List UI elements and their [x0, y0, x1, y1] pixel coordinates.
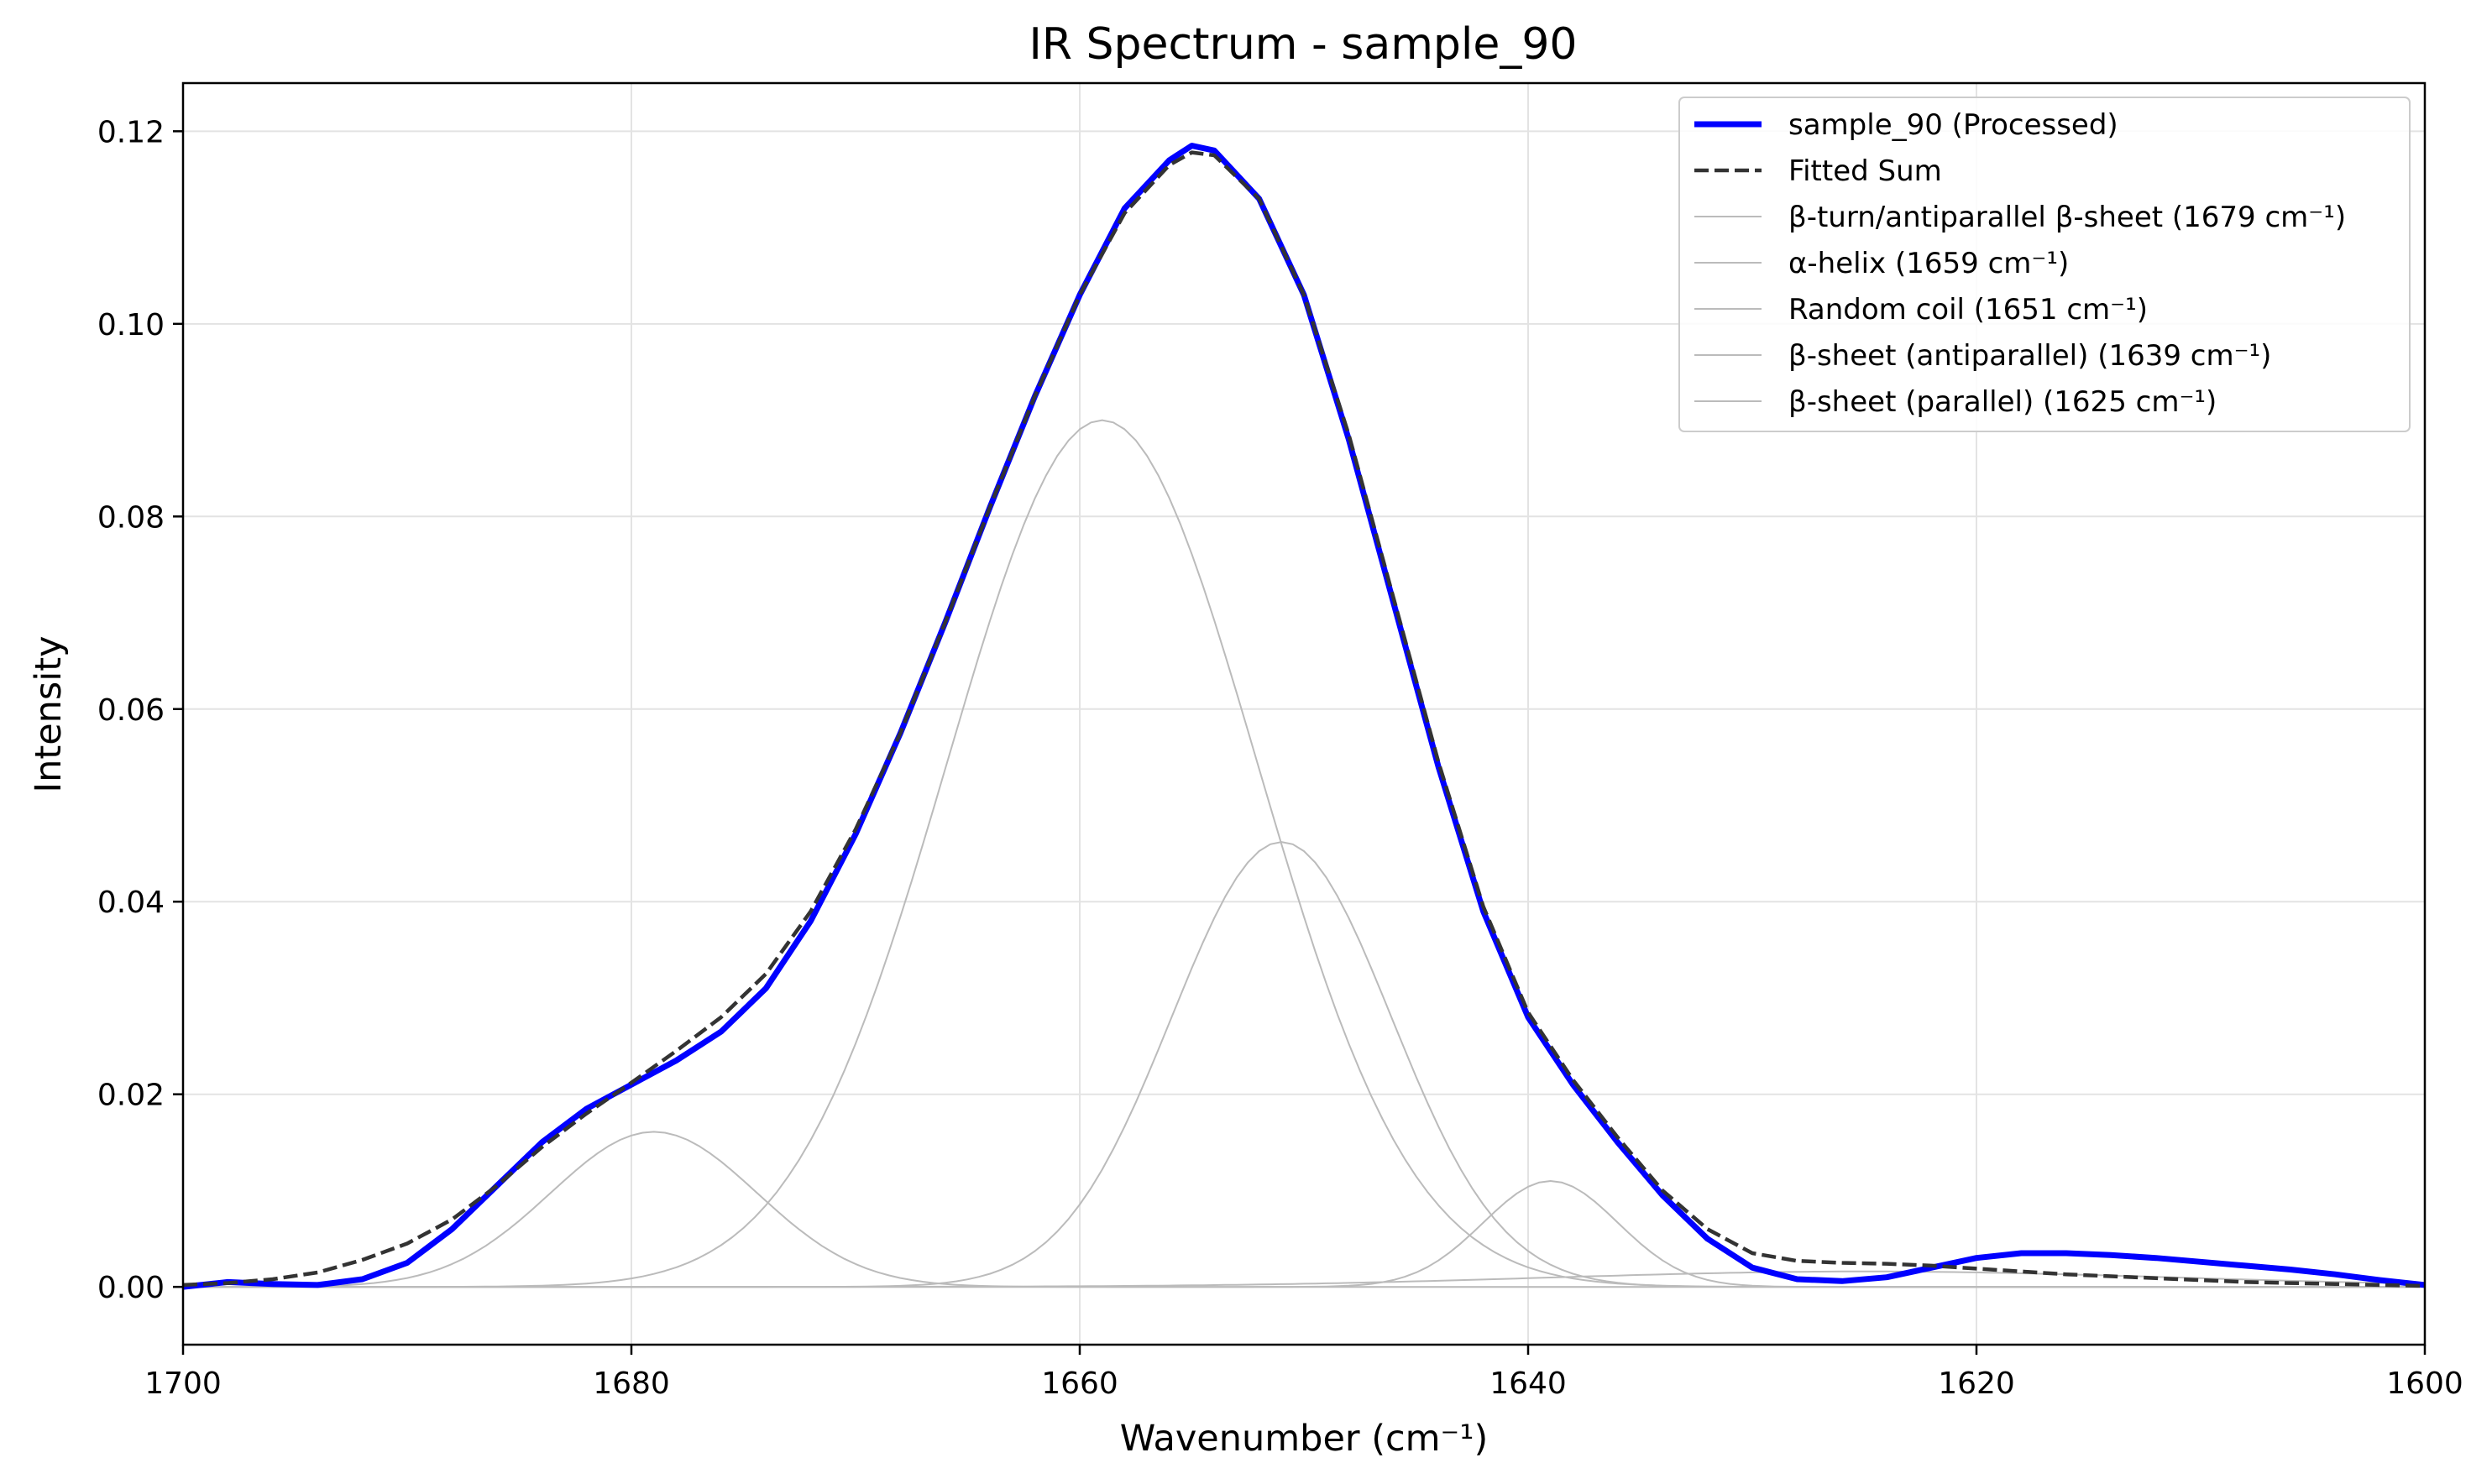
x-tick-label: 1660 — [1041, 1366, 1118, 1401]
legend-label: sample_90 (Processed) — [1788, 108, 2118, 142]
legend-label: β-turn/antiparallel β-sheet (1679 cm⁻¹) — [1788, 201, 2346, 234]
plot-frame — [181, 81, 2427, 1346]
legend-box — [1678, 97, 2411, 432]
legend-label: α-helix (1659 cm⁻¹) — [1788, 247, 2069, 280]
series-line-0 — [183, 143, 2425, 1290]
y-tick-label: 0.10 — [97, 308, 165, 342]
y-tick-label: 0.02 — [97, 1079, 165, 1113]
main-series — [183, 143, 2425, 1290]
x-axis-label: Wavenumber (cm⁻¹) — [1120, 1418, 1489, 1460]
series-line-1 — [183, 150, 2425, 1288]
y-tick-label: 0.08 — [97, 500, 165, 535]
x-tick-label: 1700 — [144, 1366, 222, 1401]
chart-title: IR Spectrum - sample_90 — [1029, 19, 1577, 70]
y-tick-label: 0.12 — [97, 115, 165, 149]
y-tick-label: 0.06 — [97, 693, 165, 728]
legend-label: Fitted Sum — [1788, 154, 1942, 188]
y-axis-ticks: 0.00 0.02 0.04 0.06 0.08 0.10 0.12 — [97, 115, 183, 1305]
legend-label: β-sheet (parallel) (1625 cm⁻¹) — [1788, 385, 2217, 419]
component-curves — [183, 419, 2425, 1288]
legend-label: β-sheet (antiparallel) (1639 cm⁻¹) — [1788, 339, 2271, 373]
x-axis-ticks: 1700 1680 1660 1640 1620 1600 — [144, 1345, 2463, 1401]
legend-items: sample_90 (Processed) Fitted Sum β-turn/an… — [1694, 108, 2346, 419]
legend: sample_90 (Processed) Fitted Sum β-turn/an… — [1678, 97, 2411, 432]
y-axis-label: Intensity — [28, 635, 70, 792]
y-tick-label: 0.04 — [97, 886, 165, 920]
x-tick-label: 1600 — [2386, 1366, 2463, 1401]
legend-label: Random coil (1651 cm⁻¹) — [1788, 293, 2148, 327]
x-tick-label: 1620 — [1938, 1366, 2015, 1401]
x-tick-label: 1640 — [1489, 1366, 1567, 1401]
x-tick-label: 1680 — [593, 1366, 670, 1401]
y-tick-label: 0.00 — [97, 1271, 165, 1305]
